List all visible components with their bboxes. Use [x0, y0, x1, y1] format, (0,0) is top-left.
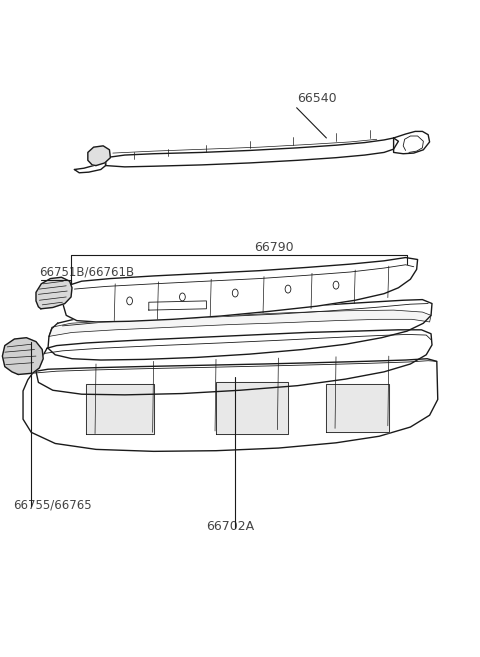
Polygon shape: [88, 146, 110, 166]
Polygon shape: [36, 277, 72, 309]
Text: 66790: 66790: [254, 240, 294, 254]
Polygon shape: [216, 382, 288, 434]
Polygon shape: [394, 131, 430, 154]
Polygon shape: [106, 138, 398, 167]
Text: 66702A: 66702A: [206, 520, 254, 533]
Polygon shape: [326, 384, 389, 432]
Polygon shape: [74, 158, 106, 173]
Text: 66751B/66761B: 66751B/66761B: [39, 265, 134, 279]
Text: 66755/66765: 66755/66765: [13, 498, 92, 511]
Polygon shape: [23, 359, 438, 451]
Polygon shape: [49, 310, 431, 336]
Polygon shape: [48, 300, 432, 360]
Polygon shape: [86, 384, 154, 434]
Polygon shape: [63, 258, 418, 322]
Polygon shape: [36, 330, 432, 395]
Polygon shape: [2, 338, 43, 374]
Text: 66540: 66540: [298, 92, 337, 105]
